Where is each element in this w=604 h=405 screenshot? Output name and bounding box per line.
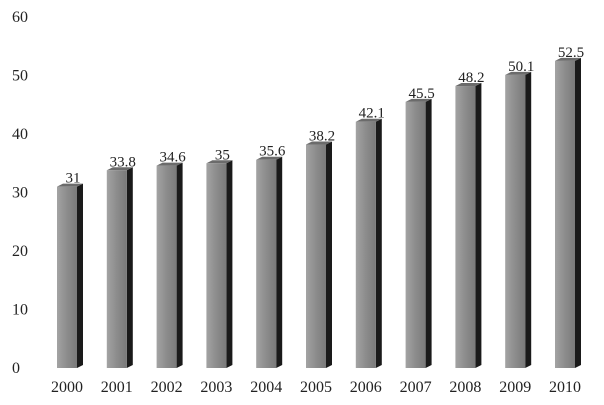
x-tick-label: 2000 xyxy=(51,379,83,396)
bar xyxy=(256,159,277,368)
bar-top xyxy=(256,156,283,160)
x-tick-label: 2001 xyxy=(101,379,133,396)
y-tick-label: 10 xyxy=(12,302,28,319)
data-label: 42.1 xyxy=(359,106,385,122)
x-tick-label: 2009 xyxy=(499,379,531,396)
bar-side xyxy=(77,183,83,368)
bar xyxy=(505,74,526,368)
bar-top xyxy=(206,160,233,164)
data-label: 33.8 xyxy=(110,154,136,170)
bar-side xyxy=(226,160,233,368)
bar xyxy=(57,186,77,368)
bar-top xyxy=(555,57,581,61)
data-label: 34.6 xyxy=(159,150,186,166)
x-tick-label: 2006 xyxy=(350,379,382,396)
bar-top xyxy=(106,167,133,171)
data-label: 31 xyxy=(66,171,81,187)
bars-group: 31 33.8 34.6 35 35.6 38.2 42.1 45.5 48.2 50.1 52.5 xyxy=(57,45,584,368)
y-tick-label: 50 xyxy=(12,68,28,85)
bar-top xyxy=(355,118,382,122)
bar-side xyxy=(326,141,332,368)
bar-side xyxy=(276,156,283,368)
data-label: 52.5 xyxy=(558,45,584,61)
x-tick-label: 2005 xyxy=(300,379,332,396)
data-label: 38.2 xyxy=(309,129,335,145)
data-label: 45.5 xyxy=(408,86,434,102)
bar xyxy=(156,165,177,368)
x-axis: 2000 2001 2002 2003 2004 2005 2006 2007 2008 2009… xyxy=(51,379,581,396)
bar-top xyxy=(505,71,532,75)
y-tick-label: 0 xyxy=(12,360,20,377)
bar-side xyxy=(575,57,581,368)
bar xyxy=(555,60,575,368)
bar-side xyxy=(425,98,432,368)
x-tick-label: 2003 xyxy=(200,379,232,396)
bar-side xyxy=(375,118,382,368)
data-label: 50.1 xyxy=(508,59,534,75)
y-tick-label: 60 xyxy=(12,9,28,26)
data-label: 35 xyxy=(215,147,230,163)
x-tick-label: 2007 xyxy=(400,379,432,396)
bar-top xyxy=(306,141,332,145)
bar-side xyxy=(475,83,482,368)
bar-side xyxy=(176,162,183,368)
bar xyxy=(206,163,227,368)
x-tick-label: 2008 xyxy=(449,379,481,396)
y-tick-label: 20 xyxy=(12,243,28,260)
bar-top xyxy=(156,162,183,166)
bar-side xyxy=(126,167,133,368)
bar-top xyxy=(455,83,482,87)
x-tick-label: 2010 xyxy=(549,379,581,396)
bar-top xyxy=(57,183,83,187)
y-tick-label: 40 xyxy=(12,126,28,143)
bar-side xyxy=(525,71,532,368)
y-tick-label: 30 xyxy=(12,185,28,202)
data-label: 35.6 xyxy=(259,144,286,160)
x-tick-label: 2004 xyxy=(250,379,282,396)
y-axis: 0 10 20 30 40 50 60 xyxy=(12,9,28,377)
bar xyxy=(306,144,326,368)
data-label: 48.2 xyxy=(458,70,484,86)
bar xyxy=(455,86,476,368)
bar xyxy=(405,101,426,368)
bar xyxy=(355,121,376,368)
bar xyxy=(106,170,127,368)
x-tick-label: 2002 xyxy=(151,379,183,396)
bar-top xyxy=(405,98,432,102)
